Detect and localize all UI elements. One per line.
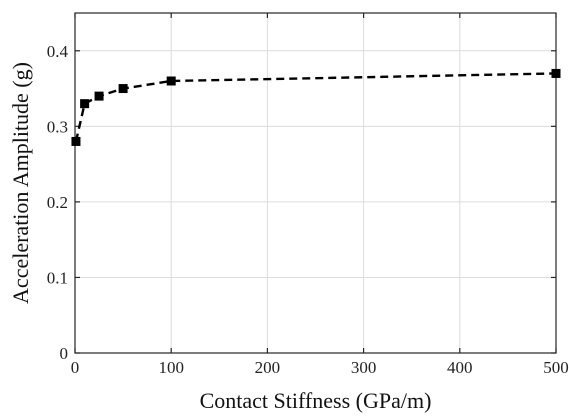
data-point-marker xyxy=(166,76,176,86)
y-tick-label: 0.4 xyxy=(47,42,69,61)
x-axis-label: Contact Stiffness (GPa/m) xyxy=(200,388,432,413)
series-layer xyxy=(71,68,561,146)
data-point-marker xyxy=(94,91,104,101)
tick-marks xyxy=(74,13,557,354)
y-tick-label: 0.3 xyxy=(47,117,68,136)
data-point-marker xyxy=(71,136,81,146)
y-tick-label: 0.2 xyxy=(47,193,68,212)
x-tick-label: 100 xyxy=(158,358,184,377)
x-tick-label: 500 xyxy=(543,358,569,377)
x-tick-label: 0 xyxy=(71,358,80,377)
y-tick-label: 0.1 xyxy=(47,268,68,287)
plot-frame xyxy=(74,12,557,354)
y-axis-label: Acceleration Amplitude (g) xyxy=(8,62,33,304)
series-line xyxy=(74,72,557,142)
data-point-marker xyxy=(551,68,561,78)
axes xyxy=(74,12,557,354)
x-tick-label: 200 xyxy=(255,358,281,377)
data-point-marker xyxy=(80,99,90,109)
y-tick-label: 0 xyxy=(60,344,69,363)
tick-labels: 0 100 200 300 400 500 0 0.1 0.2 0.3 0.4 xyxy=(47,42,569,377)
x-tick-label: 300 xyxy=(351,358,377,377)
x-tick-label: 400 xyxy=(447,358,473,377)
data-point-marker xyxy=(118,84,128,94)
grid-lines xyxy=(74,13,557,354)
